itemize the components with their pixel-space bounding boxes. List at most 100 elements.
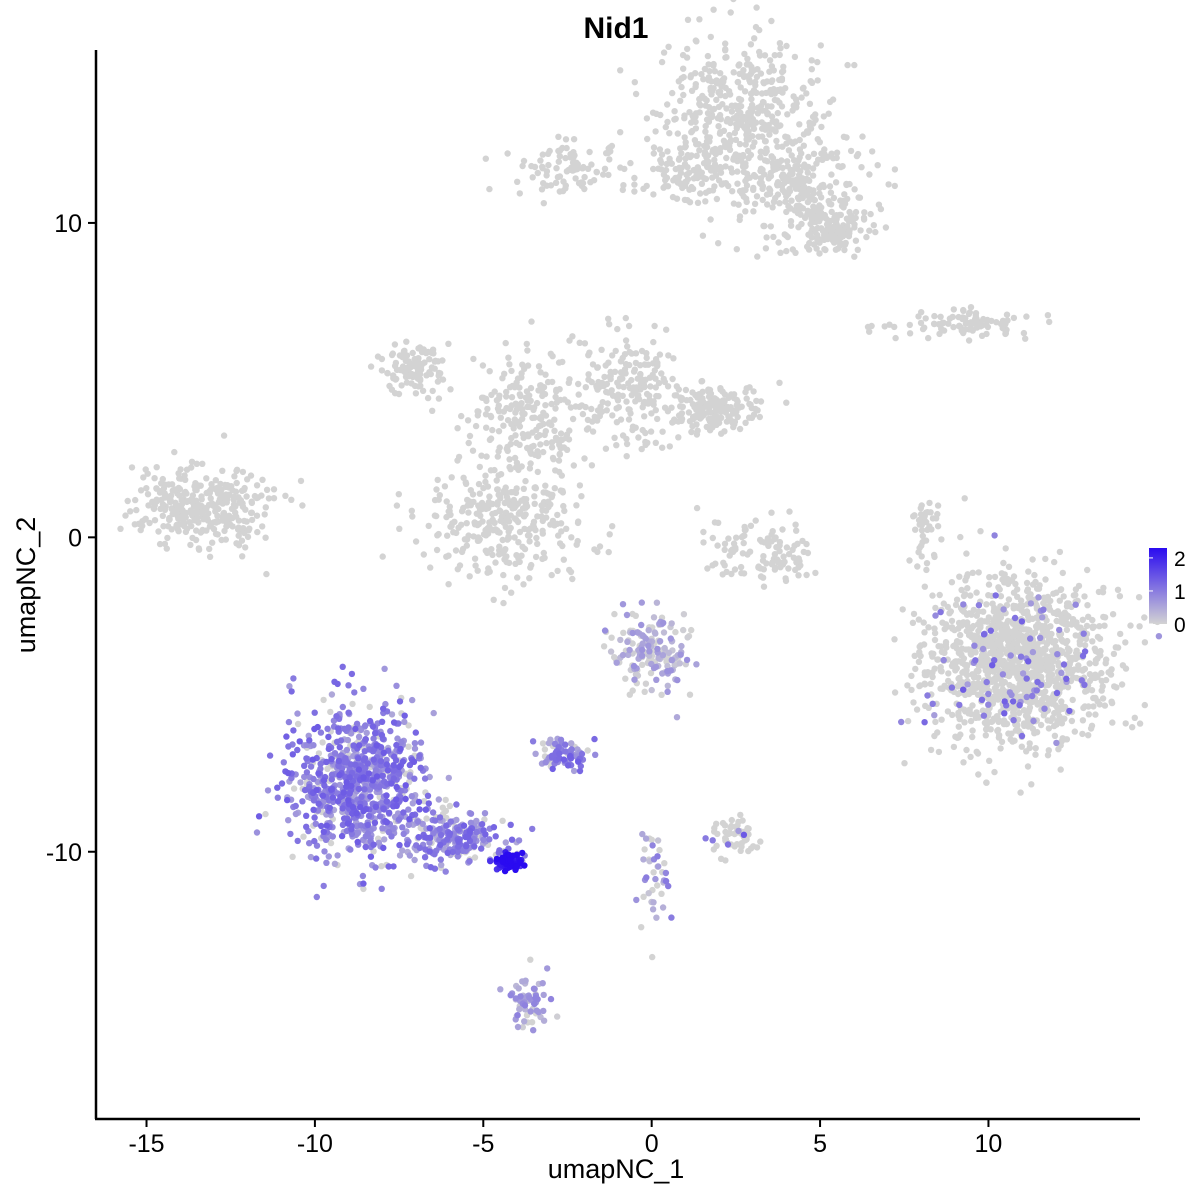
scatter-point — [808, 234, 815, 241]
scatter-point — [372, 864, 379, 871]
scatter-point — [664, 682, 671, 689]
scatter-point — [736, 102, 743, 109]
scatter-point — [532, 994, 539, 1002]
scatter-point — [670, 418, 677, 425]
scatter-point — [688, 626, 695, 634]
scatter-point — [493, 477, 500, 484]
scatter-point — [955, 709, 962, 717]
scatter-point — [366, 786, 374, 793]
scatter-point — [203, 505, 210, 512]
scatter-point — [233, 467, 240, 475]
scatter-point — [922, 702, 929, 710]
scatter-point — [727, 9, 734, 16]
scatter-point — [508, 421, 515, 428]
scatter-point — [219, 467, 226, 474]
scatter-point — [738, 533, 746, 541]
scatter-point — [806, 100, 814, 108]
scatter-point — [748, 414, 756, 421]
scatter-point — [585, 371, 592, 378]
scatter-point — [649, 842, 656, 849]
scatter-point — [787, 166, 794, 174]
scatter-point — [638, 599, 645, 606]
scatter-point — [1122, 639, 1129, 646]
scatter-point — [650, 398, 657, 405]
scatter-point — [521, 545, 529, 553]
scatter-point — [643, 115, 651, 122]
scatter-point — [851, 61, 858, 69]
scatter-point — [212, 508, 219, 515]
scatter-point — [280, 759, 287, 766]
scatter-point — [909, 619, 917, 626]
scatter-point — [294, 710, 301, 717]
scatter-point — [466, 498, 473, 505]
scatter-point — [977, 622, 984, 629]
scatter-point — [247, 509, 255, 517]
scatter-point — [431, 512, 439, 519]
scatter-point — [891, 166, 899, 173]
scatter-point — [1092, 674, 1099, 682]
scatter-point — [446, 802, 454, 810]
scatter-point — [777, 249, 784, 256]
scatter-point — [732, 544, 739, 551]
scatter-point — [740, 539, 747, 547]
scatter-point — [173, 509, 180, 516]
scatter-point — [540, 489, 547, 496]
scatter-point — [1063, 626, 1071, 634]
scatter-point — [677, 97, 684, 105]
scatter-point — [395, 491, 402, 498]
scatter-point — [837, 163, 844, 171]
scatter-point — [731, 566, 739, 573]
scatter-point — [1010, 667, 1017, 675]
scatter-point — [513, 459, 521, 466]
scatter-point — [828, 201, 835, 208]
scatter-point — [603, 388, 610, 396]
scatter-point — [442, 868, 449, 875]
scatter-point — [540, 448, 547, 456]
scatter-point — [542, 428, 549, 435]
scatter-point — [310, 742, 317, 749]
scatter-point — [830, 194, 838, 202]
scatter-point — [609, 352, 616, 359]
scatter-point — [680, 65, 687, 72]
scatter-point — [479, 505, 486, 512]
scatter-point — [539, 502, 546, 509]
scatter-point — [1026, 740, 1033, 747]
scatter-point — [475, 534, 482, 541]
scatter-point — [950, 642, 957, 650]
scatter-point — [545, 420, 552, 427]
scatter-point — [611, 654, 618, 661]
scatter-point — [986, 641, 993, 648]
scatter-point — [1012, 603, 1019, 610]
scatter-point — [701, 95, 708, 102]
scatter-point — [851, 253, 858, 260]
scatter-point — [991, 532, 998, 539]
scatter-point — [222, 536, 229, 543]
scatter-point — [288, 496, 295, 503]
scatter-point — [282, 492, 289, 499]
scatter-point — [793, 559, 800, 566]
scatter-point — [808, 79, 816, 87]
scatter-point — [643, 874, 650, 881]
scatter-point — [761, 52, 769, 59]
scatter-point — [665, 352, 672, 359]
scatter-point — [921, 671, 929, 679]
scatter-point — [132, 496, 139, 504]
scatter-point — [299, 502, 306, 509]
scatter-point — [766, 57, 774, 64]
scatter-point — [983, 779, 990, 786]
scatter-point — [1002, 545, 1009, 552]
scatter-point — [485, 565, 492, 572]
scatter-point — [674, 179, 682, 186]
scatter-point — [780, 553, 787, 560]
scatter-point — [1027, 600, 1035, 607]
scatter-point — [1038, 622, 1045, 630]
scatter-point — [320, 696, 327, 704]
scatter-point — [986, 757, 993, 764]
scatter-point — [504, 150, 511, 157]
scatter-point — [756, 413, 763, 421]
scatter-point — [760, 583, 768, 590]
scatter-point — [512, 489, 520, 497]
scatter-point — [555, 133, 562, 140]
scatter-point — [728, 816, 735, 824]
scatter-point — [429, 809, 437, 816]
